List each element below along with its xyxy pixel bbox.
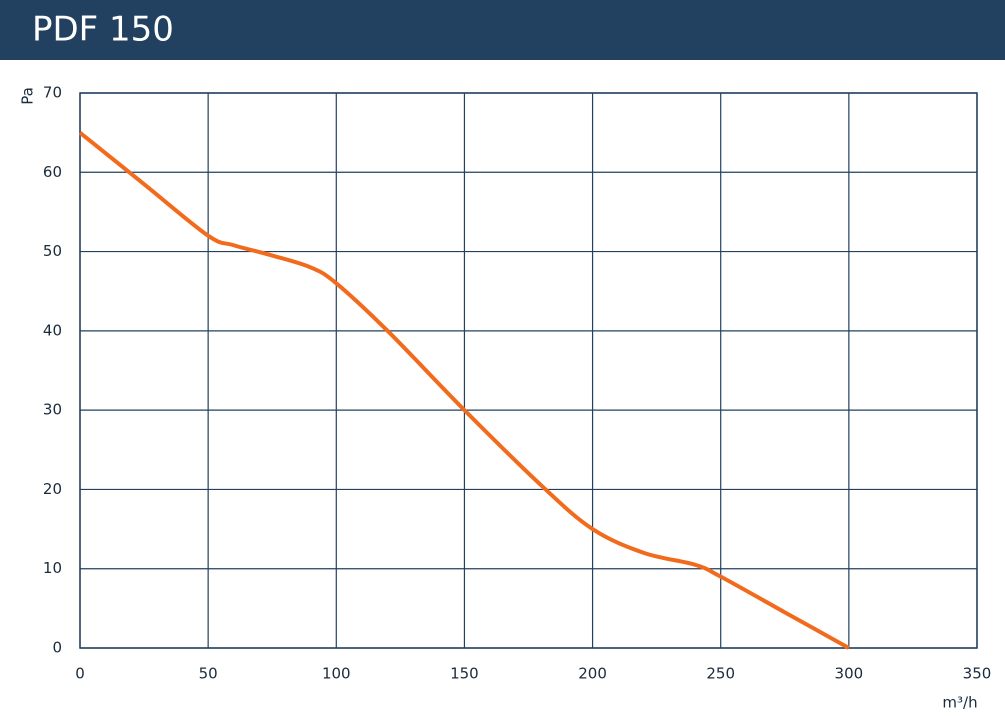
y-tick-label: 30 [43, 401, 62, 419]
data-line [78, 131, 850, 650]
y-tick-label: 20 [43, 480, 62, 498]
y-tick-label: 0 [52, 639, 62, 657]
header-bar [0, 0, 1005, 60]
y-tick-label: 60 [43, 163, 62, 181]
y-tick-label: 10 [43, 559, 62, 577]
y-tick-label: 70 [43, 84, 62, 102]
x-tick-label: 350 [963, 665, 992, 683]
x-tick-label: 200 [578, 665, 607, 683]
x-tick-label: 250 [706, 665, 735, 683]
plot-frame [79, 92, 978, 649]
y-tick-label: 40 [43, 321, 62, 339]
y-axis-label: Pa [19, 87, 37, 105]
x-tick-label: 150 [450, 665, 479, 683]
x-tick-label: 100 [322, 665, 351, 683]
x-tick-label: 300 [835, 665, 864, 683]
x-tick-label: 0 [75, 665, 85, 683]
y-tick-label: 50 [43, 242, 62, 260]
x-tick-label: 50 [199, 665, 218, 683]
chart-title: PDF 150 [32, 10, 174, 50]
x-axis-label: m³/h [942, 694, 977, 712]
